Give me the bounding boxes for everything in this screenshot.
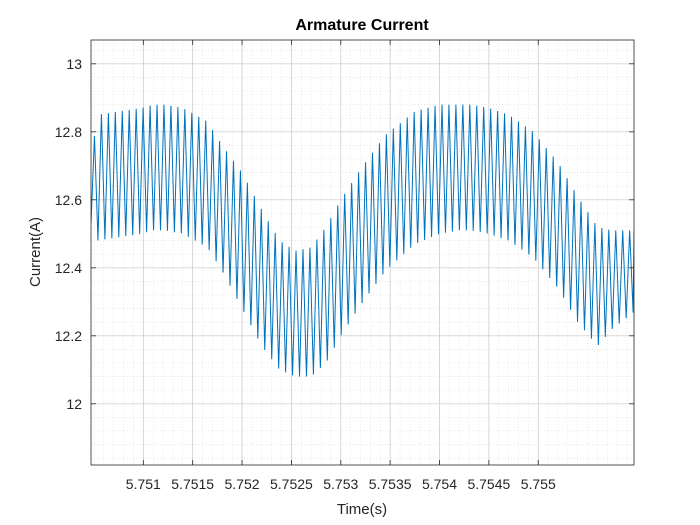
x-tick-label: 5.7535: [369, 476, 412, 492]
x-tick-label: 5.752: [225, 476, 260, 492]
y-tick-label: 12.6: [55, 192, 82, 208]
x-tick-label: 5.7515: [171, 476, 214, 492]
chart-title: Armature Current: [295, 17, 429, 34]
major-grid: [91, 40, 634, 465]
x-tick-label: 5.7545: [467, 476, 510, 492]
y-tick-label: 12.4: [55, 260, 82, 276]
x-tick-label: 5.753: [323, 476, 358, 492]
y-tick-label: 13: [66, 56, 82, 72]
axes-box: [90, 39, 635, 466]
series-layer: [91, 104, 634, 377]
y-tick-labels: 12 12.2 12.4 12.6 12.8 13: [55, 56, 82, 412]
y-tick-label: 12.8: [55, 124, 82, 140]
axis-ticks: [91, 40, 634, 465]
y-tick-label: 12: [66, 396, 82, 412]
x-tick-label: 5.754: [422, 476, 457, 492]
y-axis-label: Current(A): [27, 217, 44, 287]
x-tick-label: 5.755: [521, 476, 556, 492]
x-tick-label: 5.751: [126, 476, 161, 492]
x-tick-labels: 5.751 5.7515 5.752 5.7525 5.753 5.7535 5.754 5.…: [126, 476, 556, 492]
plot-area: [91, 40, 634, 465]
x-tick-label: 5.7525: [270, 476, 313, 492]
y-tick-label: 12.2: [55, 328, 82, 344]
series-line-0: [91, 104, 634, 377]
x-axis-label: Time(s): [337, 501, 387, 518]
